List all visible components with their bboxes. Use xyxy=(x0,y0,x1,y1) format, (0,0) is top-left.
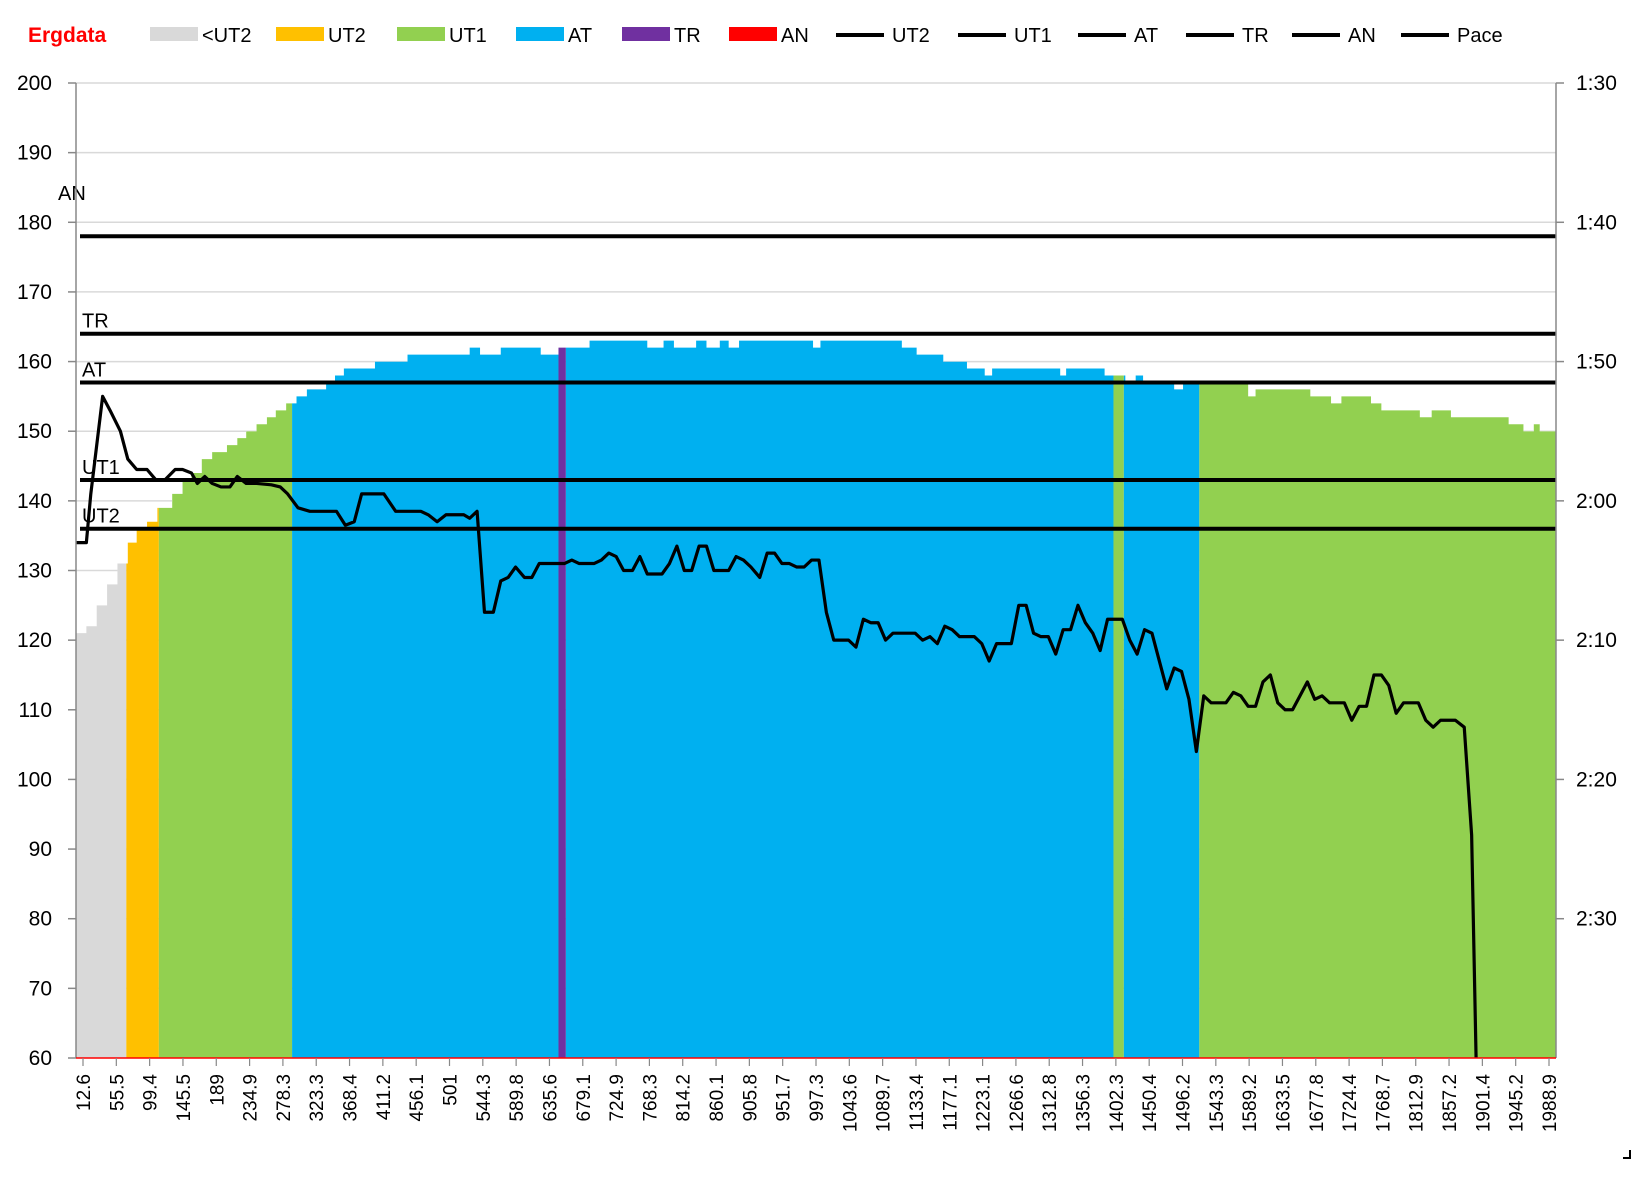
threshold-label-an: AN xyxy=(58,183,86,205)
right-tick-label: 2:10 xyxy=(1576,629,1617,652)
legend-label: TR xyxy=(674,25,701,47)
x-tick-label: 1677.8 xyxy=(1307,1074,1328,1132)
x-tick-label: 55.5 xyxy=(107,1074,128,1111)
legend-swatch-an xyxy=(729,27,777,41)
x-tick-label: 905.8 xyxy=(740,1074,761,1122)
x-tick-label: 1988.9 xyxy=(1540,1074,1561,1132)
right-tick-label: 1:50 xyxy=(1576,351,1617,374)
legend-label: UT1 xyxy=(449,25,487,47)
legend-label: TR xyxy=(1242,25,1269,47)
x-tick-label: 323.3 xyxy=(307,1074,328,1122)
x-tick-label: 997.3 xyxy=(807,1074,828,1122)
legend-swatch-at xyxy=(516,27,564,41)
x-tick-label: 724.9 xyxy=(607,1074,628,1122)
x-tick-label: 1543.3 xyxy=(1207,1074,1228,1132)
left-tick-label: 130 xyxy=(17,560,52,583)
left-tick-label: 180 xyxy=(17,211,52,234)
legend: Ergdata <UT2 UT2 UT1 AT TR AN UT2 UT1 AT TR AN Pace xyxy=(28,24,1503,47)
right-tick-label: 1:30 xyxy=(1576,72,1617,95)
left-tick-label: 200 xyxy=(17,72,52,95)
legend-label: <UT2 xyxy=(202,25,251,47)
x-tick-label: 1312.8 xyxy=(1040,1074,1061,1132)
legend-label: UT2 xyxy=(892,25,930,47)
left-tick-label: 120 xyxy=(17,629,52,652)
x-tick-label: 1496.2 xyxy=(1174,1074,1195,1132)
x-tick-label: 1177.1 xyxy=(940,1074,961,1131)
left-tick-label: 80 xyxy=(29,908,52,931)
left-tick-label: 170 xyxy=(17,281,52,304)
x-tick-label: 1857.2 xyxy=(1440,1074,1461,1132)
legend-label: AT xyxy=(568,25,592,47)
x-tick-label: 1043.6 xyxy=(840,1074,861,1132)
x-tick-label: 1901.4 xyxy=(1473,1074,1494,1133)
legend-label: AN xyxy=(781,25,809,47)
threshold-label-at: AT xyxy=(82,359,106,381)
x-tick-label: 1356.3 xyxy=(1074,1074,1095,1132)
x-tick-label: 456.1 xyxy=(407,1074,428,1122)
right-tick-label: 2:20 xyxy=(1576,768,1617,791)
x-tick-label: 501 xyxy=(441,1074,462,1106)
x-tick-label: 99.4 xyxy=(141,1074,162,1111)
x-tick-label: 189 xyxy=(207,1074,228,1106)
legend-swatch-ut1 xyxy=(397,27,445,41)
left-tick-label: 190 xyxy=(17,142,52,165)
x-tick-label: 1223.1 xyxy=(974,1074,995,1132)
x-tick-label: 860.1 xyxy=(707,1074,728,1122)
x-tick-label: 1133.4 xyxy=(907,1074,928,1131)
left-tick-label: 60 xyxy=(29,1047,52,1070)
legend-swatch-lt_ut2 xyxy=(150,27,198,41)
legend-label: UT1 xyxy=(1014,25,1052,47)
left-tick-label: 150 xyxy=(17,420,52,443)
x-tick-label: 1266.6 xyxy=(1007,1074,1028,1132)
threshold-label-tr: TR xyxy=(82,311,109,333)
right-tick-label: 1:40 xyxy=(1576,211,1617,234)
x-tick-label: 951.7 xyxy=(774,1074,795,1122)
legend-label: AN xyxy=(1348,25,1376,47)
left-tick-label: 100 xyxy=(17,768,52,791)
x-tick-label: 768.3 xyxy=(640,1074,661,1122)
threshold-label-ut1: UT1 xyxy=(82,457,120,479)
right-tick-label: 2:30 xyxy=(1576,908,1617,931)
left-tick-label: 70 xyxy=(29,977,52,1000)
x-tick-label: 234.9 xyxy=(241,1074,262,1122)
resize-grip-icon xyxy=(1623,1150,1630,1158)
x-tick-label: 12.6 xyxy=(74,1074,95,1111)
x-tick-label: 635.6 xyxy=(540,1074,561,1122)
legend-label: AT xyxy=(1134,25,1158,47)
x-tick-label: 1589.2 xyxy=(1240,1074,1261,1132)
x-tick-label: 1089.7 xyxy=(874,1074,895,1132)
x-tick-label: 411.2 xyxy=(374,1074,395,1120)
legend-label: Pace xyxy=(1457,25,1503,47)
left-tick-label: 140 xyxy=(17,490,52,513)
chart-title: Ergdata xyxy=(28,24,107,47)
x-tick-label: 1812.9 xyxy=(1407,1074,1428,1132)
left-tick-label: 110 xyxy=(19,699,52,722)
x-tick-label: 368.4 xyxy=(341,1074,362,1122)
right-tick-label: 2:00 xyxy=(1576,490,1617,513)
left-tick-label: 90 xyxy=(29,838,52,861)
x-tick-label: 1633.5 xyxy=(1273,1074,1294,1132)
x-tick-label: 1724.4 xyxy=(1340,1074,1361,1133)
left-tick-label: 160 xyxy=(17,351,52,374)
x-tick-label: 1402.3 xyxy=(1107,1074,1128,1132)
x-tick-label: 1768.7 xyxy=(1373,1074,1394,1132)
x-tick-label: 814.2 xyxy=(674,1074,695,1122)
x-tick-label: 278.3 xyxy=(274,1074,295,1122)
x-tick-label: 1450.4 xyxy=(1140,1074,1161,1133)
x-tick-label: 679.1 xyxy=(574,1074,595,1122)
x-tick-label: 589.8 xyxy=(507,1074,528,1122)
legend-swatch-tr xyxy=(622,27,670,41)
legend-label: UT2 xyxy=(328,25,366,47)
x-tick-label: 145.5 xyxy=(174,1074,195,1122)
x-tick-label: 1945.2 xyxy=(1507,1074,1528,1132)
legend-swatch-ut2 xyxy=(276,27,324,41)
x-tick-label: 544.3 xyxy=(474,1074,495,1122)
